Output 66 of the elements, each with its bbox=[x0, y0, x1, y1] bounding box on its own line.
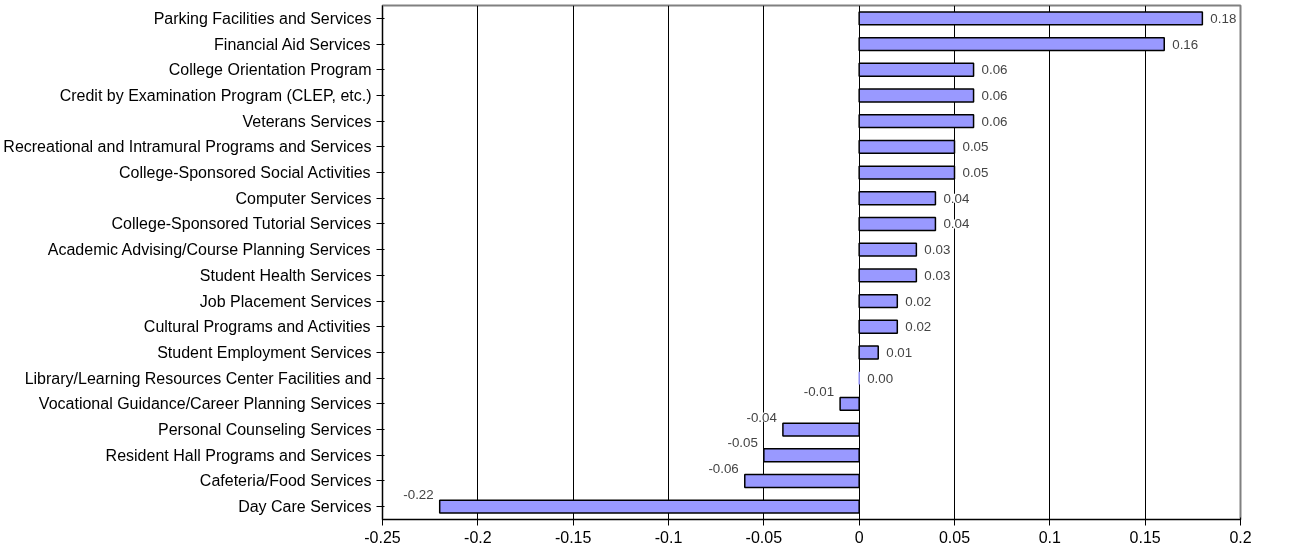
bar bbox=[858, 165, 956, 180]
bar bbox=[782, 422, 860, 437]
data-label: -0.22 bbox=[403, 486, 434, 502]
x-tick-label: 0.2 bbox=[1229, 528, 1252, 546]
bar bbox=[858, 319, 899, 334]
bar bbox=[858, 191, 937, 206]
bar bbox=[858, 268, 918, 283]
x-tick-label: -0.1 bbox=[654, 528, 683, 546]
x-tick-label: -0.25 bbox=[364, 528, 401, 546]
data-label: 0.04 bbox=[943, 216, 970, 232]
data-label: 0.00 bbox=[867, 370, 894, 386]
x-tick-label: -0.2 bbox=[464, 528, 492, 546]
y-tick-label: College Orientation Program bbox=[168, 61, 372, 79]
y-tick-label: Personal Counseling Services bbox=[158, 421, 372, 439]
y-tick-label: Parking Facilities and Services bbox=[153, 9, 372, 27]
y-tick-label: Resident Hall Programs and Services bbox=[105, 446, 372, 464]
y-tick-label: Day Care Services bbox=[238, 498, 372, 516]
y-tick-label: Computer Services bbox=[235, 189, 372, 207]
y-tick-label: Cultural Programs and Activities bbox=[143, 318, 371, 336]
bar bbox=[858, 88, 975, 103]
x-tick-label: -0.15 bbox=[554, 528, 592, 546]
data-label: 0.05 bbox=[962, 139, 989, 155]
data-label: 0.06 bbox=[981, 62, 1008, 78]
data-label: 0.04 bbox=[943, 190, 970, 206]
data-label: 0.05 bbox=[962, 165, 989, 181]
y-tick-label: Library/Learning Resources Center Facilities and bbox=[24, 369, 372, 387]
x-tick-label: 0.1 bbox=[1038, 528, 1062, 546]
data-label: 0.03 bbox=[924, 242, 951, 258]
y-tick-label: Cafeteria/Food Services bbox=[199, 472, 372, 490]
x-tick-label: -0.05 bbox=[745, 528, 783, 546]
y-tick-label: Vocational Guidance/Career Planning Services bbox=[38, 395, 372, 413]
x-tick-label: 0.15 bbox=[1129, 528, 1161, 546]
data-label: -0.06 bbox=[708, 460, 739, 476]
data-label: 0.06 bbox=[981, 113, 1008, 129]
x-tick-label: 0 bbox=[854, 528, 864, 546]
y-tick-label: Veterans Services bbox=[242, 112, 372, 130]
y-tick-label: Student Employment Services bbox=[157, 343, 372, 361]
data-label: -0.01 bbox=[803, 383, 835, 399]
data-label: -0.04 bbox=[746, 409, 778, 425]
data-label: 0.02 bbox=[905, 293, 932, 309]
data-label: 0.01 bbox=[886, 344, 913, 360]
data-label: 0.03 bbox=[924, 267, 951, 283]
bar bbox=[858, 242, 918, 257]
bar bbox=[858, 139, 956, 155]
bar bbox=[858, 113, 975, 129]
bar bbox=[858, 216, 937, 232]
y-tick-label: Financial Aid Services bbox=[214, 35, 371, 53]
bar bbox=[858, 62, 975, 77]
y-tick-label: Credit by Examination Program (CLEP, etc.) bbox=[59, 86, 372, 104]
data-label: 0.16 bbox=[1172, 36, 1199, 52]
bar bbox=[744, 473, 860, 489]
y-tick-label: Recreational and Intramural Programs and Services bbox=[3, 138, 372, 156]
data-label: 0.06 bbox=[981, 87, 1008, 103]
y-tick-label: College-Sponsored Social Activities bbox=[118, 164, 371, 182]
data-label: 0.18 bbox=[1210, 10, 1237, 26]
bar bbox=[839, 396, 860, 412]
bar bbox=[858, 293, 899, 309]
x-tick-label: 0.05 bbox=[938, 528, 971, 546]
bar bbox=[763, 448, 860, 463]
y-tick-label: Job Placement Services bbox=[199, 292, 372, 310]
y-tick-label: College-Sponsored Tutorial Services bbox=[111, 215, 372, 233]
y-tick-label: Academic Advising/Course Planning Services bbox=[47, 241, 371, 259]
bar bbox=[858, 345, 879, 360]
data-label: -0.05 bbox=[727, 435, 758, 451]
y-tick-label: Student Health Services bbox=[199, 266, 372, 284]
data-label: 0.02 bbox=[905, 319, 932, 335]
